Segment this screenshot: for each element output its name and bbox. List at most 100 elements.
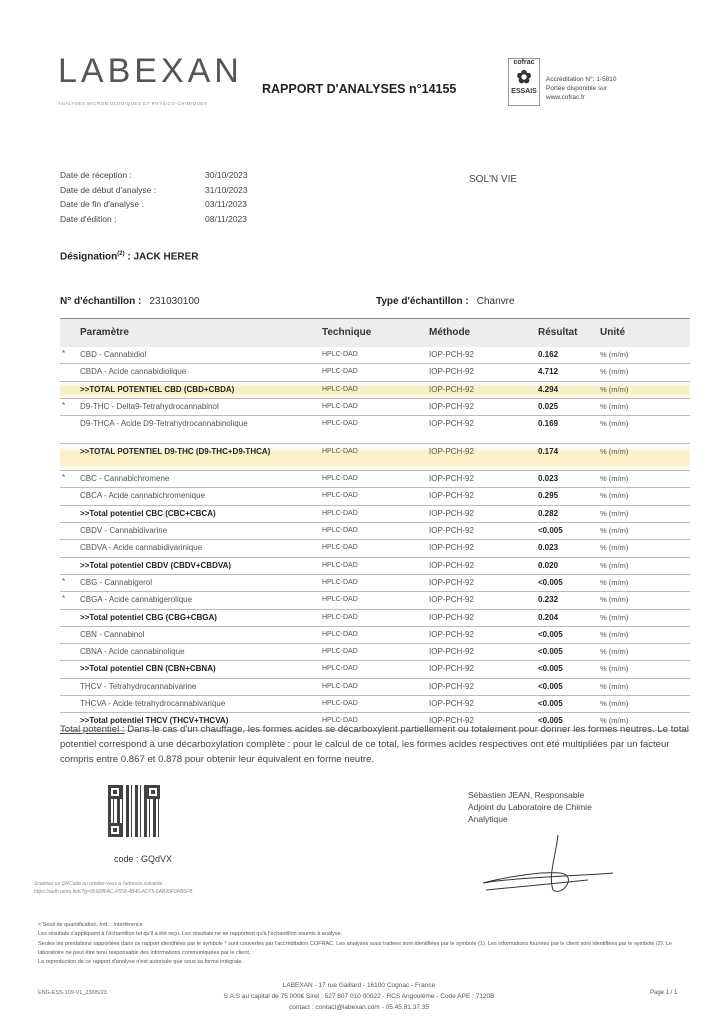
technique-cell: HPLC-DAD bbox=[322, 539, 429, 558]
technique-cell: HPLC-DAD bbox=[322, 574, 429, 593]
method-cell: IOP-PCH-92 bbox=[429, 660, 538, 679]
sample-number-value: 231030100 bbox=[149, 296, 200, 307]
signatory: Sébastien JEAN, Responsable Adjoint du L… bbox=[468, 789, 592, 825]
designation-value: : JACK HERER bbox=[127, 251, 199, 263]
technique-cell: HPLC-DAD bbox=[322, 363, 429, 382]
date-row: Date de fin d'analyse : 03/11/2023 bbox=[60, 197, 248, 212]
unit-cell: % (m/m) bbox=[600, 487, 690, 506]
date-value: 31/10/2023 bbox=[205, 184, 248, 195]
unit-cell: % (m/m) bbox=[600, 678, 690, 697]
qr-url[interactable]: https://auth.oeno.link/?g=95928FAC-F558-… bbox=[34, 889, 193, 895]
page-number: Page 1 / 1 bbox=[650, 990, 678, 996]
unit-cell: % (m/m) bbox=[600, 609, 690, 627]
accreditation-star: * bbox=[62, 594, 66, 604]
fine-print-line: < Seuil de quantification, Intf. : Inter… bbox=[38, 922, 143, 928]
sample-type-label: Type d'échantillon : bbox=[376, 296, 469, 307]
parameter-cell: * CBD - Cannabidiol bbox=[60, 346, 322, 365]
fine-print: < Seuil de quantification, Intf. : Inter… bbox=[38, 921, 698, 967]
result-cell: 0.020 bbox=[538, 557, 600, 575]
result-cell: 0.023 bbox=[538, 539, 600, 558]
accreditation-star: * bbox=[62, 473, 66, 483]
result-cell: 4.294 bbox=[538, 381, 600, 399]
col-unite: Unité bbox=[600, 318, 690, 347]
table-row: * CBG - Cannabigerol HPLC-DAD IOP-PCH-92 … bbox=[60, 574, 690, 593]
technique-cell: HPLC-DAD bbox=[322, 346, 429, 365]
sample-number-label: N° d'échantillon : bbox=[60, 296, 142, 307]
parameter-cell: * CBC - Cannabichromene bbox=[60, 470, 322, 489]
technique-cell: HPLC-DAD bbox=[322, 470, 429, 489]
method-cell: IOP-PCH-92 bbox=[429, 363, 538, 382]
accreditation-star: * bbox=[62, 576, 66, 586]
parameter-cell: THCV - Tetrahydrocannabivarine bbox=[60, 678, 322, 697]
technique-cell: HPLC-DAD bbox=[322, 505, 429, 524]
qr-code[interactable] bbox=[108, 785, 160, 837]
method-cell: IOP-PCH-92 bbox=[429, 591, 538, 610]
parameter-name: >>Total potentiel THCV (THCV+THCVA) bbox=[80, 716, 229, 726]
footer-line-1: LABEXAN - 17 rue Gaillard - 16100 Cognac… bbox=[282, 982, 436, 989]
parameter-name: >>TOTAL POTENTIEL CBD (CBD+CBDA) bbox=[80, 384, 235, 394]
unit-cell: % (m/m) bbox=[600, 470, 690, 489]
dates-block: Date de réception : 30/10/2023 Date de déb… bbox=[60, 168, 248, 226]
date-label: Date d'édition : bbox=[60, 213, 117, 224]
parameter-cell: CBCA - Acide cannabichromenique bbox=[60, 487, 322, 506]
result-cell: 0.174 bbox=[538, 443, 600, 472]
sample-number: N° d'échantillon : 231030100 bbox=[60, 296, 199, 307]
table-row: * CBGA - Acide cannabigerolique HPLC-DAD … bbox=[60, 591, 690, 610]
technique-cell: HPLC-DAD bbox=[322, 415, 429, 444]
result-cell: <0.005 bbox=[538, 643, 600, 662]
result-cell: 0.204 bbox=[538, 609, 600, 627]
date-row: Date de début d'analyse : 31/10/2023 bbox=[60, 183, 248, 198]
date-value: 03/11/2023 bbox=[205, 199, 247, 209]
parameter-cell: >>Total potentiel CBDV (CBDV+CBDVA) bbox=[60, 557, 322, 575]
parameter-cell: * CBGA - Acide cannabigerolique bbox=[60, 591, 322, 610]
parameter-name: >>Total potentiel CBN (CBN+CBNA) bbox=[80, 664, 216, 674]
footer-address: LABEXAN - 17 rue Gaillard - 16100 Cognac… bbox=[0, 980, 718, 1013]
method-cell: IOP-PCH-92 bbox=[429, 398, 538, 417]
table-row: CBDA - Acide cannabidiolique HPLC-DAD IO… bbox=[60, 363, 690, 382]
cofrac-logo-text: cofrac bbox=[513, 59, 535, 66]
signatory-role: Adjoint du Laboratoire de Chimie bbox=[468, 802, 592, 812]
result-cell: <0.005 bbox=[538, 660, 600, 679]
result-cell: 0.023 bbox=[538, 470, 600, 489]
parameter-name: CBC - Cannabichromene bbox=[80, 474, 170, 484]
result-cell: <0.005 bbox=[538, 712, 600, 731]
unit-cell: % (m/m) bbox=[600, 539, 690, 558]
date-label: Date de réception : bbox=[60, 170, 132, 180]
method-cell: IOP-PCH-92 bbox=[429, 574, 538, 593]
labexan-logo: LABEXAN bbox=[58, 52, 243, 90]
technique-cell: HPLC-DAD bbox=[322, 557, 429, 575]
table-row: >>Total potentiel CBDV (CBDV+CBDVA) HPLC… bbox=[60, 557, 690, 575]
table-row: >>TOTAL POTENTIEL CBD (CBD+CBDA) HPLC-DA… bbox=[60, 381, 690, 399]
unit-cell: % (m/m) bbox=[600, 415, 690, 444]
table-row: * D9-THC - Delta9-Tetrahydrocannabinol HP… bbox=[60, 398, 690, 417]
technique-cell: HPLC-DAD bbox=[322, 609, 429, 627]
unit-cell: % (m/m) bbox=[600, 346, 690, 365]
col-resultat: Résultat bbox=[538, 318, 600, 347]
method-cell: IOP-PCH-92 bbox=[429, 346, 538, 365]
technique-cell: HPLC-DAD bbox=[322, 443, 429, 472]
designation-sup: (2) bbox=[117, 251, 125, 257]
method-cell: IOP-PCH-92 bbox=[429, 643, 538, 662]
method-cell: IOP-PCH-92 bbox=[429, 470, 538, 489]
date-label: Date de début d'analyse : bbox=[60, 184, 157, 195]
accreditation-star: * bbox=[62, 400, 66, 410]
table-row: >>Total potentiel CBG (CBG+CBGA) HPLC-DA… bbox=[60, 609, 690, 627]
table-row: THCVA - Acide tetrahydrocannabivarique H… bbox=[60, 695, 690, 714]
parameter-name: CBG - Cannabigerol bbox=[80, 577, 153, 587]
document-reference: ENG-ESS-109-V1_23/05/23 bbox=[38, 990, 107, 996]
parameter-name: CBDVA - Acide cannabidivarinique bbox=[80, 543, 203, 553]
unit-cell: % (m/m) bbox=[600, 522, 690, 541]
date-row: Date de réception : 30/10/2023 bbox=[60, 168, 248, 183]
result-cell: <0.005 bbox=[538, 626, 600, 645]
total-potentiel-note: Total potentiel : Dans le cas d'un chauf… bbox=[60, 722, 690, 767]
signatory-name: Sébastien JEAN, Responsable bbox=[468, 790, 585, 800]
result-cell: <0.005 bbox=[538, 522, 600, 541]
date-value: 30/10/2023 bbox=[205, 170, 248, 180]
fine-print-line: Seules les prestations rapportées dans c… bbox=[38, 940, 672, 956]
parameter-cell: CBDVA - Acide cannabidivarinique bbox=[60, 539, 322, 558]
parameter-cell: >>TOTAL POTENTIEL D9-THC (D9-THC+D9-THCA… bbox=[60, 443, 322, 472]
table-row: >>Total potentiel THCV (THCV+THCVA) HPLC… bbox=[60, 712, 690, 731]
unit-cell: % (m/m) bbox=[600, 591, 690, 610]
footer-line-2: S.A.S au capital de 75 000€ Siret : 527 … bbox=[223, 993, 495, 1000]
parameter-cell: CBDV - Cannabidivarine bbox=[60, 522, 322, 541]
